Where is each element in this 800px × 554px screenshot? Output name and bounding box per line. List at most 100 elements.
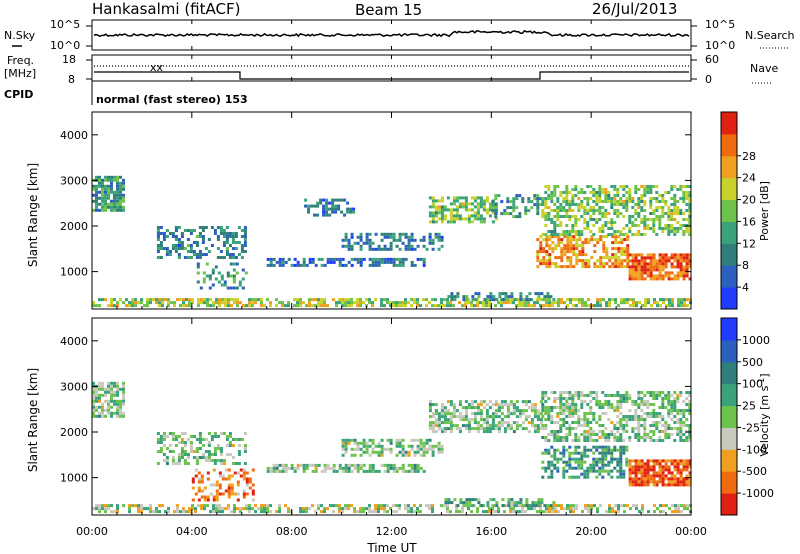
heatmap-cell	[550, 200, 554, 203]
heatmap-cell	[574, 221, 578, 224]
heatmap-cell	[491, 200, 495, 204]
heatmap-cell	[534, 501, 538, 505]
heatmap-cell	[587, 262, 591, 266]
heatmap-cell	[326, 466, 330, 470]
heatmap-cell	[634, 436, 638, 439]
heatmap-cell	[510, 501, 514, 505]
heatmap-cell	[601, 230, 605, 233]
heatmap-cell	[113, 399, 116, 403]
heatmap-cell	[189, 447, 193, 450]
heatmap-cell	[467, 298, 470, 302]
heatmap-cell	[542, 238, 546, 242]
heatmap-cell	[571, 403, 575, 406]
heatmap-cell	[296, 263, 300, 267]
heatmap-cell	[201, 253, 205, 256]
heatmap-cell	[559, 391, 563, 394]
heatmap-cell	[371, 469, 375, 473]
heatmap-cell	[562, 469, 566, 473]
heatmap-cell	[601, 436, 605, 439]
heatmap-cell	[577, 415, 581, 418]
heatmap-cell	[563, 253, 567, 257]
heatmap-cell	[562, 406, 566, 409]
heatmap-cell	[608, 304, 611, 308]
heatmap-cell	[577, 445, 581, 449]
heatmap-cell	[503, 212, 507, 216]
heatmap-cell	[571, 415, 575, 418]
heatmap-cell	[434, 214, 438, 218]
heatmap-cell	[228, 256, 232, 259]
heatmap-cell	[248, 507, 251, 511]
heatmap-cell	[197, 489, 201, 493]
heatmap-cell	[398, 260, 402, 264]
heatmap-cell	[613, 406, 617, 409]
noise-left-label: N.Sky	[4, 29, 36, 42]
heatmap-cell	[676, 200, 680, 203]
heatmap-cell	[551, 247, 555, 251]
heatmap-cell	[401, 450, 405, 454]
heatmap-cell	[104, 190, 107, 194]
heatmap-cell	[465, 501, 469, 505]
beam-title: Beam 15	[355, 1, 422, 19]
heatmap-cell	[626, 298, 629, 302]
heatmap-cell	[637, 471, 641, 475]
heatmap-cell	[338, 298, 341, 302]
heatmap-cell	[395, 466, 399, 470]
heatmap-cell	[688, 465, 692, 469]
heatmap-cell	[443, 418, 447, 422]
heatmap-cell	[269, 466, 273, 470]
heatmap-cell	[586, 424, 590, 427]
heatmap-cell	[595, 394, 599, 397]
heatmap-cell	[550, 472, 554, 476]
heatmap-cell	[640, 271, 644, 275]
heatmap-cell	[107, 390, 110, 394]
date-title: 26/Jul/2013	[592, 0, 677, 18]
heatmap-cell	[241, 286, 245, 290]
heatmap-cell	[682, 230, 686, 233]
heatmap-cell	[101, 178, 104, 182]
heatmap-cell	[512, 507, 515, 511]
heatmap-cell	[465, 295, 469, 299]
heatmap-cell	[677, 301, 680, 305]
heatmap-cell	[189, 229, 193, 232]
heatmap-cell	[587, 304, 590, 308]
heatmap-cell	[410, 263, 414, 267]
heatmap-cell	[410, 260, 414, 264]
heatmap-cell	[240, 229, 244, 232]
heatmap-cell	[661, 274, 665, 278]
heatmap-cell	[503, 301, 506, 305]
heatmap-cell	[628, 439, 632, 442]
heatmap-cell	[110, 399, 113, 403]
heatmap-cell	[92, 304, 95, 308]
heatmap-cell	[443, 208, 447, 212]
heatmap-cell	[586, 430, 590, 433]
heatmap-cell	[179, 510, 182, 514]
heatmap-cell	[352, 207, 356, 211]
heatmap-cell	[586, 197, 590, 200]
heatmap-cell	[350, 469, 354, 473]
heatmap-cell	[165, 250, 169, 253]
heatmap-cell	[536, 206, 540, 210]
heatmap-cell	[539, 259, 543, 263]
heatmap-cell	[580, 466, 584, 470]
heatmap-cell	[667, 271, 671, 275]
heatmap-cell	[559, 439, 563, 442]
heatmap-cell	[556, 233, 560, 236]
heatmap-cell	[572, 504, 575, 508]
heatmap-cell	[521, 409, 525, 413]
heatmap-cell	[688, 459, 692, 463]
heatmap-cell	[485, 208, 489, 212]
heatmap-cell	[598, 451, 602, 455]
heatmap-cell	[359, 235, 363, 239]
heatmap-cell	[440, 238, 444, 242]
heatmap-cell	[225, 247, 229, 250]
heatmap-cell	[368, 247, 372, 251]
heatmap-cell	[119, 402, 122, 406]
heatmap-cell	[238, 283, 242, 287]
heatmap-cell	[200, 504, 203, 508]
heatmap-cell	[664, 394, 668, 397]
heatmap-cell	[671, 510, 674, 514]
heatmap-cell	[216, 444, 220, 447]
heatmap-cell	[664, 421, 668, 424]
heatmap-cell	[652, 474, 656, 478]
heatmap-cell	[101, 190, 104, 194]
